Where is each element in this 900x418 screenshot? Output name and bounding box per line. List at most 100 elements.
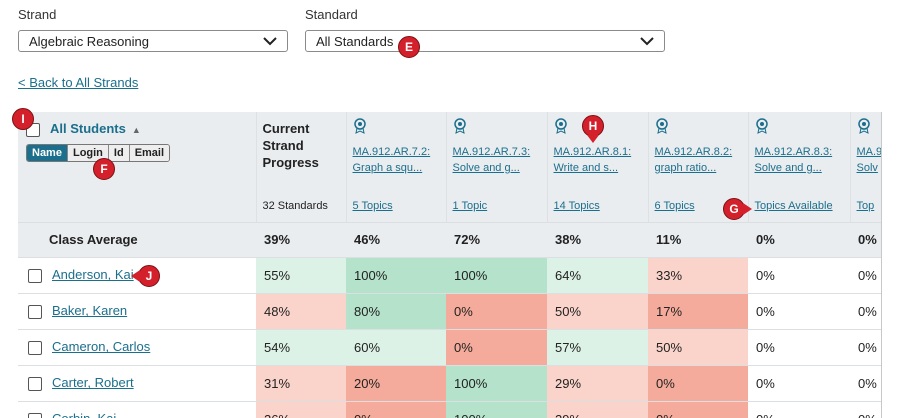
score-cell: 0% [346,401,446,418]
header-row: All Students ▲ Name Login Id Email Current Str… [18,112,882,223]
score-cell: 100% [346,257,446,294]
strand-select[interactable]: Algebraic Reasoning [18,30,288,52]
callout: H [582,115,604,143]
sort-button[interactable]: Email [129,145,170,161]
average-cell: 0% [850,222,881,258]
score-cell: 0% [850,365,881,402]
student-row: Baker, Karen 48% 80% 0% 50% 17% 0% 0% [18,293,881,330]
callout: E [398,36,420,58]
award-icon [857,118,871,137]
score-cell: 60% [346,329,446,366]
award-icon [655,118,669,137]
score-cell: 0% [446,329,547,366]
sort-button[interactable]: Id [108,145,130,161]
score-cell: 54% [256,329,346,366]
standard-code[interactable]: MA.912.AR.8.1: [553,146,632,158]
chevron [640,37,654,46]
student-name[interactable]: Cameron, Carlos [52,339,151,355]
callout-letter: F [100,162,108,176]
average-cell: 0% [748,222,850,258]
select-all-label: All Students [50,121,126,136]
header-cell: All Students ▲ Name Login Id Email [18,112,256,223]
callout-letter: G [729,202,739,216]
standard-name[interactable]: Solve and g... [754,162,822,174]
sort-button[interactable]: Login [67,145,109,161]
score-cell: 57% [547,329,648,366]
topics-link[interactable]: Topics Available [754,200,833,212]
sort-icon: ▲ [131,125,141,135]
select-value: All Standards [316,34,394,49]
average-cell: 39% [256,222,346,258]
average-cell: 72% [446,222,547,258]
header-cell: MA.912.AR.7.3: Solve and g... 1 Topic [445,112,547,223]
checkbox[interactable] [28,268,42,283]
score-cell: 29% [547,401,648,418]
score-cell: 0% [748,365,850,402]
score-cell: 29% [547,365,648,402]
sort-button[interactable]: Name [27,145,68,161]
checkbox[interactable] [28,304,42,319]
student-cell: Carter, Robert [18,365,256,402]
score-cell: 17% [648,293,748,330]
score-cell: 31% [256,365,346,402]
standard-code[interactable]: MA.912.AR.8.3: [754,146,833,158]
standard-code[interactable]: MA.912 [856,146,882,158]
header-cell: Current Strand Progress 32 Standards [255,112,346,223]
header-cell: MA.912 Solv Top [849,112,882,223]
standard-code[interactable]: MA.912.AR.8.2: [654,146,733,158]
topics-link[interactable]: 14 Topics [553,200,600,212]
header-cell: MA.912.AR.8.1: Write and s... 14 Topics [546,112,648,223]
score-cell: 0% [748,401,850,418]
table: All Students ▲ Name Login Id Email Current Str… [18,112,882,418]
standard-name[interactable]: Graph a squ... [352,162,423,174]
callout-pointer [587,135,599,149]
score-cell: 0% [748,257,850,294]
score-cell: 0% [850,293,881,330]
score-cell: 100% [446,257,547,294]
score-cell: 55% [256,257,346,294]
filter-label: Standard [305,7,358,22]
select-value: Algebraic Reasoning [29,34,149,49]
student-cell: Baker, Karen [18,293,256,330]
student-name[interactable]: Anderson, Kai [52,267,134,283]
header-cell: MA.912.AR.7.2: Graph a squ... 5 Topics [345,112,446,223]
topics-link[interactable]: 6 Topics [654,200,695,212]
score-cell: 0% [748,329,850,366]
progress-title: Current Strand Progress [262,121,319,170]
checkbox[interactable] [28,376,42,391]
score-cell: 100% [446,365,547,402]
chevron [263,37,277,46]
student-name[interactable]: Baker, Karen [52,303,128,319]
standard-code[interactable]: MA.912.AR.7.2: [352,146,431,158]
standard-name[interactable]: Write and s... [553,162,619,174]
standard-name[interactable]: graph ratio... [654,162,717,174]
topics-link[interactable]: 1 Topic [452,200,488,212]
topics-link[interactable]: Top [856,200,875,212]
score-cell: 20% [346,365,446,402]
student-cell: Cameron, Carlos [18,329,256,366]
standard-code[interactable]: MA.912.AR.7.3: [452,146,531,158]
award-icon [755,118,769,137]
checkbox[interactable] [28,412,42,418]
progress-table: All Students ▲ Name Login Id Email Current Str… [18,112,882,418]
callout: F [93,158,115,180]
standard-name[interactable]: Solv [856,162,878,174]
award-icon [453,118,467,137]
score-cell: 50% [648,329,748,366]
header-cell: MA.912.AR.8.3: Solve and g... Topics Avail… [747,112,850,223]
standard-name[interactable]: Solve and g... [452,162,520,174]
score-cell: 0% [648,365,748,402]
topics-link[interactable]: 5 Topics [352,200,393,212]
checkbox[interactable] [28,340,42,355]
average-label: Class Average [18,222,256,258]
back-link[interactable]: < Back to All Strands [18,75,139,90]
average-cell: 46% [346,222,446,258]
callout: I [12,108,34,130]
score-cell: 0% [446,293,547,330]
average-cell: 11% [648,222,748,258]
standard-select[interactable]: All Standards [305,30,665,52]
student-name[interactable]: Carter, Robert [52,375,134,391]
callout-letter: I [21,112,25,126]
student-name[interactable]: Corbin, Kai [52,411,116,418]
